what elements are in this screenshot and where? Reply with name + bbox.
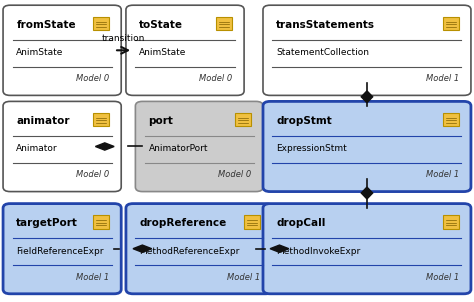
Text: Model 0: Model 0 [76,74,109,83]
FancyBboxPatch shape [3,101,121,191]
Text: dropStmt: dropStmt [276,116,332,126]
FancyBboxPatch shape [93,113,109,126]
FancyBboxPatch shape [126,204,273,294]
Polygon shape [95,143,114,150]
Text: Model 1: Model 1 [76,273,109,281]
Text: port: port [149,116,173,126]
FancyBboxPatch shape [136,101,263,191]
FancyBboxPatch shape [235,113,251,126]
Text: Model 0: Model 0 [199,74,232,83]
Polygon shape [270,245,289,252]
Text: Model 1: Model 1 [426,170,459,179]
FancyBboxPatch shape [263,5,471,95]
Text: targetPort: targetPort [16,218,78,228]
Text: Model 0: Model 0 [218,170,251,179]
Text: StatementCollection: StatementCollection [276,48,369,57]
Text: MethodInvokeExpr: MethodInvokeExpr [276,247,360,255]
FancyBboxPatch shape [93,17,109,30]
Text: fromState: fromState [16,20,76,30]
Text: MethodReferenceExpr: MethodReferenceExpr [139,247,239,255]
Text: transStatements: transStatements [276,20,375,30]
Text: ExpressionStmt: ExpressionStmt [276,144,347,153]
FancyBboxPatch shape [263,204,471,294]
Text: Model 1: Model 1 [426,74,459,83]
FancyBboxPatch shape [443,17,459,30]
FancyBboxPatch shape [93,215,109,229]
FancyBboxPatch shape [216,17,232,30]
FancyBboxPatch shape [443,215,459,229]
Text: AnimState: AnimState [16,48,64,57]
FancyBboxPatch shape [126,5,244,95]
Text: toState: toState [139,20,183,30]
FancyBboxPatch shape [263,101,471,191]
Text: Model 1: Model 1 [228,273,261,281]
Polygon shape [361,91,373,103]
Polygon shape [133,245,152,252]
Text: transition: transition [102,34,145,43]
Text: AnimState: AnimState [139,48,187,57]
FancyBboxPatch shape [443,113,459,126]
Text: FieldReferenceExpr: FieldReferenceExpr [16,247,104,255]
Text: Model 1: Model 1 [426,273,459,281]
FancyBboxPatch shape [3,204,121,294]
Text: AnimatorPort: AnimatorPort [149,144,208,153]
Text: Model 0: Model 0 [76,170,109,179]
FancyBboxPatch shape [244,215,260,229]
FancyBboxPatch shape [3,5,121,95]
Text: Animator: Animator [16,144,58,153]
Text: animator: animator [16,116,70,126]
Polygon shape [361,187,373,199]
Text: dropCall: dropCall [276,218,326,228]
Text: dropReference: dropReference [139,218,227,228]
